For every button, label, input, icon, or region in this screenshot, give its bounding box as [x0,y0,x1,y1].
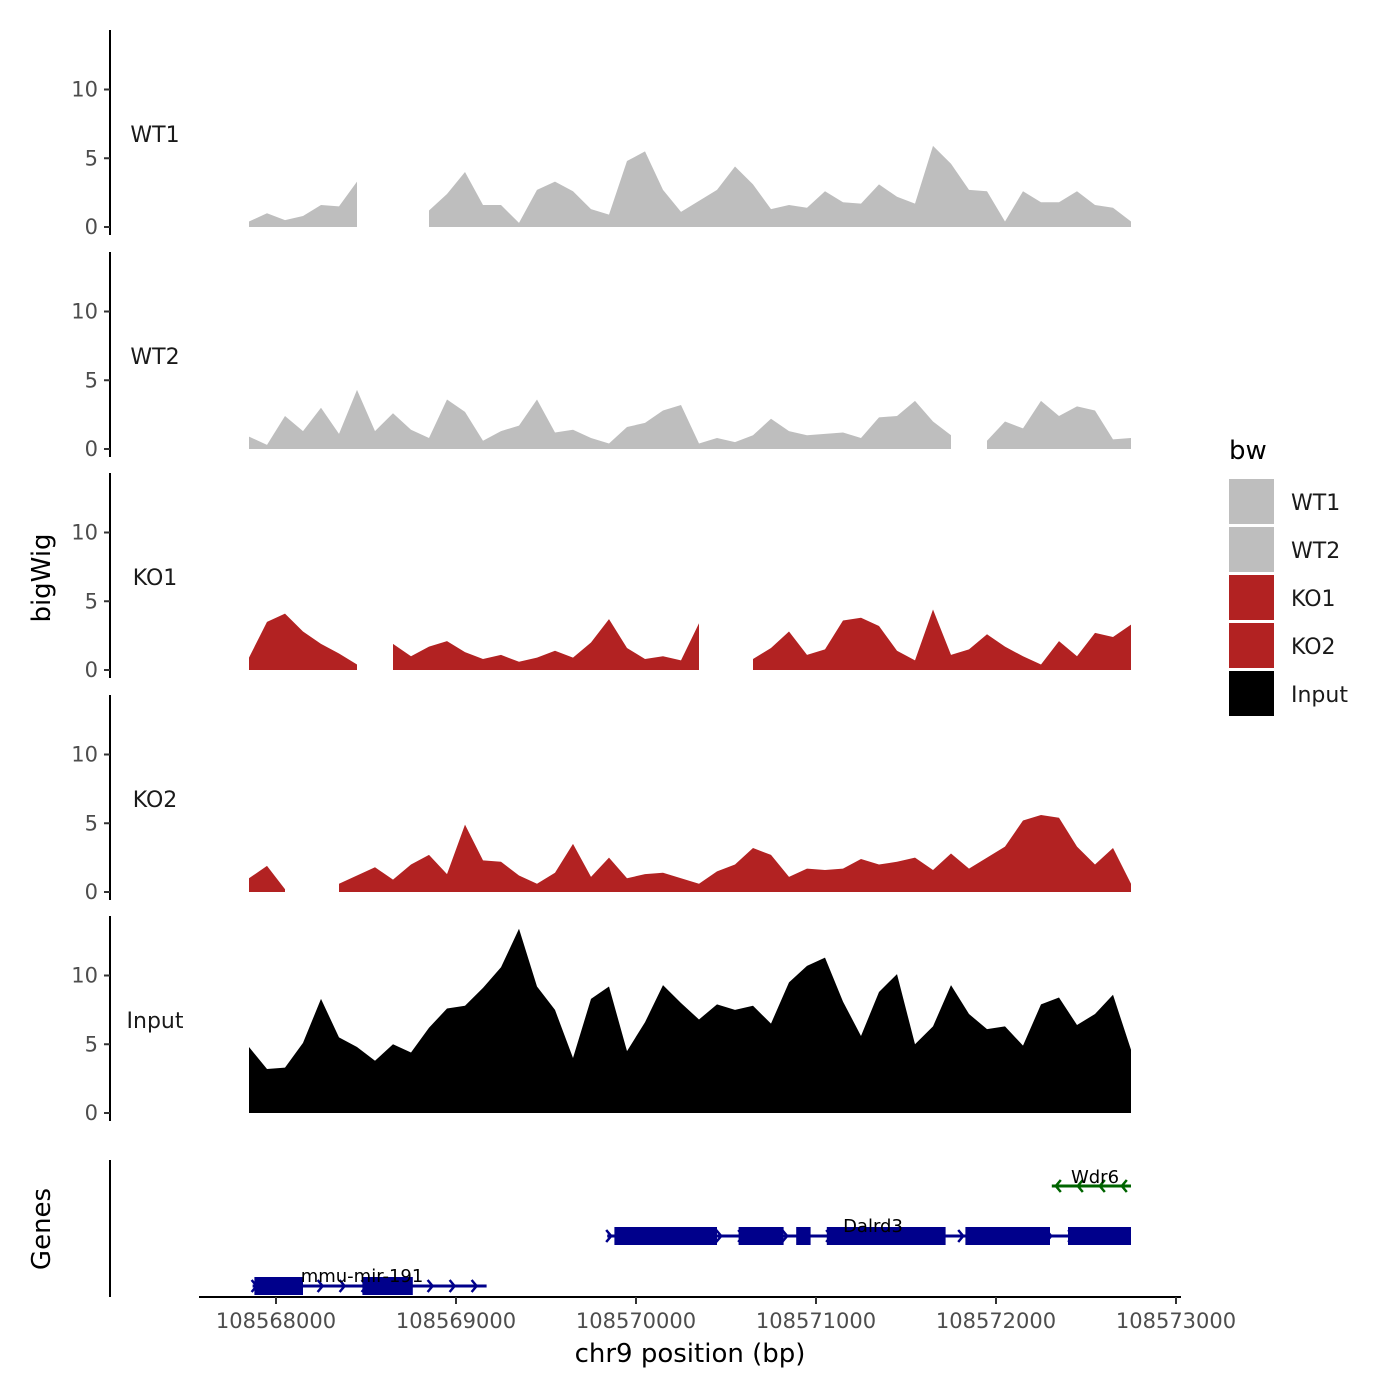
y-tick-label: 5 [85,146,98,170]
y-axis-title: bigWig [27,533,57,622]
strand-chevron [1098,1179,1106,1193]
coverage-area [393,619,699,670]
strand-chevron [470,1279,479,1293]
x-axis-title: chr9 position (bp) [575,1339,806,1369]
coverage-area [987,400,1131,449]
track-label: KO2 [133,788,178,813]
strand-chevron [1120,1179,1128,1193]
strand-chevron [1076,1179,1084,1193]
coverage-area [249,865,285,892]
gene-label: Dalrd3 [843,1216,903,1237]
track-label: KO1 [133,566,178,591]
y-tick-label: 5 [85,811,98,835]
coverage-area [249,389,951,449]
strand-chevron [1054,1179,1062,1193]
track-label: WT1 [130,123,179,148]
gene-dalrd3: Dalrd3 [605,1216,1131,1245]
x-tick-label: 108568000 [216,1309,336,1333]
genes-track: mmu-mir-191 Dalrd3 Wdr6 [109,1160,1131,1297]
y-tick-label: 10 [71,521,98,545]
y-tick-label: 0 [85,437,98,461]
x-tick-label: 108570000 [576,1309,696,1333]
track-wt2: 0 5 10 WT2 [71,252,1131,461]
strand-chevron [715,1229,723,1243]
exon-block [826,1227,946,1245]
legend-key-ko1 [1229,575,1274,620]
y-tick-label: 10 [71,743,98,767]
exon-block [614,1227,717,1245]
y-tick-label: 5 [85,368,98,392]
x-axis: 108568000 108569000 108570000 108571000 1085… [199,1296,1236,1333]
coverage-tracks: 0 5 10 WT1 0 5 10 WT2 0 5 10 KO1 0 5 10 KO2 0 5 10 Input [71,30,1131,1125]
gene-wdr6: Wdr6 [1051,1167,1131,1193]
legend-title: bw [1229,436,1267,466]
exon-block [1068,1227,1131,1245]
y-tick-label: 10 [71,300,98,324]
legend-label: WT1 [1291,491,1340,516]
gene-label: Wdr6 [1071,1167,1119,1188]
legend-label: WT2 [1291,539,1340,564]
legend-key-wt1 [1229,479,1274,524]
strand-chevron [605,1229,613,1243]
y-tick-label: 10 [71,78,98,102]
exon-block [254,1277,303,1295]
legend-label: KO1 [1291,587,1336,612]
legend-label: Input [1291,683,1348,708]
y-tick-label: 0 [85,880,98,904]
strand-chevron [957,1229,965,1243]
coverage-area [249,928,1131,1113]
coverage-area [249,613,357,670]
track-ko2: 0 5 10 KO2 [71,695,1131,904]
gene-label: mmu-mir-191 [301,1266,424,1287]
strand-chevron [781,1229,789,1243]
track-label: Input [127,1009,184,1034]
strand-chevron [426,1279,435,1293]
exon-block [965,1227,1050,1245]
track-wt1: 0 5 10 WT1 [71,30,1131,239]
coverage-area [753,609,1131,670]
y-tick-label: 0 [85,658,98,682]
coverage-area [249,181,357,227]
legend: bw WT1 WT2 KO1 KO2 Input [1229,436,1348,716]
coverage-area [339,815,1131,892]
y-tick-label: 5 [85,589,98,613]
genes-axis-title: Genes [27,1188,57,1270]
strand-chevron [338,1279,347,1293]
exon-block [362,1277,413,1295]
x-tick-label: 108571000 [756,1309,876,1333]
gene-mmu-mir-191: mmu-mir-191 [250,1266,487,1295]
y-tick-label: 10 [71,964,98,988]
legend-key-wt2 [1229,527,1274,572]
x-tick-label: 108569000 [396,1309,516,1333]
legend-key-input [1229,671,1274,716]
y-tick-label: 0 [85,1101,98,1125]
x-tick-label: 108572000 [936,1309,1056,1333]
x-tick-label: 108573000 [1116,1309,1236,1333]
coverage-area [429,145,1131,227]
legend-key-ko2 [1229,623,1274,668]
legend-label: KO2 [1291,635,1336,660]
strand-chevron [448,1279,457,1293]
track-input: 0 5 10 Input [71,916,1131,1125]
y-tick-label: 0 [85,215,98,239]
exon-block [738,1227,784,1245]
y-tick-label: 5 [85,1032,98,1056]
track-ko1: 0 5 10 KO1 [71,473,1131,682]
exon-block [796,1227,811,1245]
track-label: WT2 [130,345,179,370]
strand-chevron [316,1279,325,1293]
